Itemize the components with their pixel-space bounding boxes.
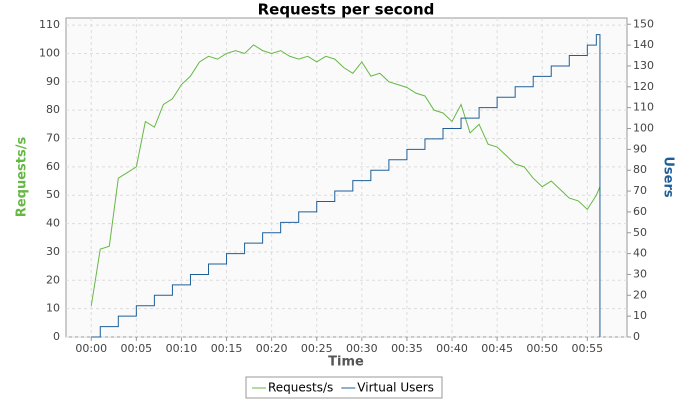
- y2-tick-label: 90: [633, 142, 647, 155]
- y-axis-label: Requests/s: [15, 137, 30, 218]
- y2-tick-label: 20: [633, 288, 647, 301]
- y-tick-label: 60: [46, 160, 60, 173]
- x-tick-label: 00:40: [436, 342, 468, 355]
- y2-tick-label: 150: [633, 17, 654, 30]
- x-axis-label: Time: [328, 355, 364, 370]
- x-tick-label: 00:20: [256, 342, 288, 355]
- x-tick-label: 00:10: [166, 342, 198, 355]
- y2-tick-label: 0: [633, 330, 640, 343]
- chart-title: Requests per second: [258, 1, 435, 19]
- y-tick-label: 80: [46, 103, 60, 116]
- y-tick-label: 10: [46, 302, 60, 315]
- y2-tick-label: 50: [633, 226, 647, 239]
- y-tick-label: 20: [46, 273, 60, 286]
- y2-tick-label: 120: [633, 80, 654, 93]
- legend-label: Requests/s: [268, 381, 333, 395]
- y2-tick-label: 110: [633, 101, 654, 114]
- y-tick-label: 100: [39, 46, 60, 59]
- y2-tick-label: 80: [633, 163, 647, 176]
- y2-tick-label: 70: [633, 184, 647, 197]
- y2-tick-label: 140: [633, 38, 654, 51]
- legend-label: Virtual Users: [357, 381, 434, 395]
- x-tick-label: 00:05: [120, 342, 152, 355]
- x-tick-label: 00:30: [346, 342, 378, 355]
- x-tick-label: 00:35: [391, 342, 423, 355]
- y-tick-label: 0: [53, 330, 60, 343]
- x-tick-label: 00:45: [481, 342, 513, 355]
- y2-tick-label: 60: [633, 205, 647, 218]
- y-tick-label: 70: [46, 132, 60, 145]
- y2-axis-label: Users: [661, 156, 676, 198]
- y2-tick-label: 10: [633, 309, 647, 322]
- y2-tick-label: 30: [633, 267, 647, 280]
- y-tick-label: 110: [39, 18, 60, 31]
- y2-tick-label: 40: [633, 247, 647, 260]
- x-tick-label: 00:55: [571, 342, 603, 355]
- series-line: [90, 44, 601, 306]
- x-tick-label: 00:50: [526, 342, 558, 355]
- y-tick-label: 90: [46, 75, 60, 88]
- x-tick-label: 00:00: [75, 342, 107, 355]
- series-line: [91, 34, 601, 338]
- y-tick-label: 40: [46, 217, 60, 230]
- x-tick-label: 00:25: [301, 342, 333, 355]
- y-tick-label: 50: [46, 188, 60, 201]
- x-tick-label: 00:15: [211, 342, 243, 355]
- y2-tick-label: 100: [633, 122, 654, 135]
- y-tick-label: 30: [46, 245, 60, 258]
- plot-area: [65, 17, 628, 338]
- y2-tick-label: 130: [633, 59, 654, 72]
